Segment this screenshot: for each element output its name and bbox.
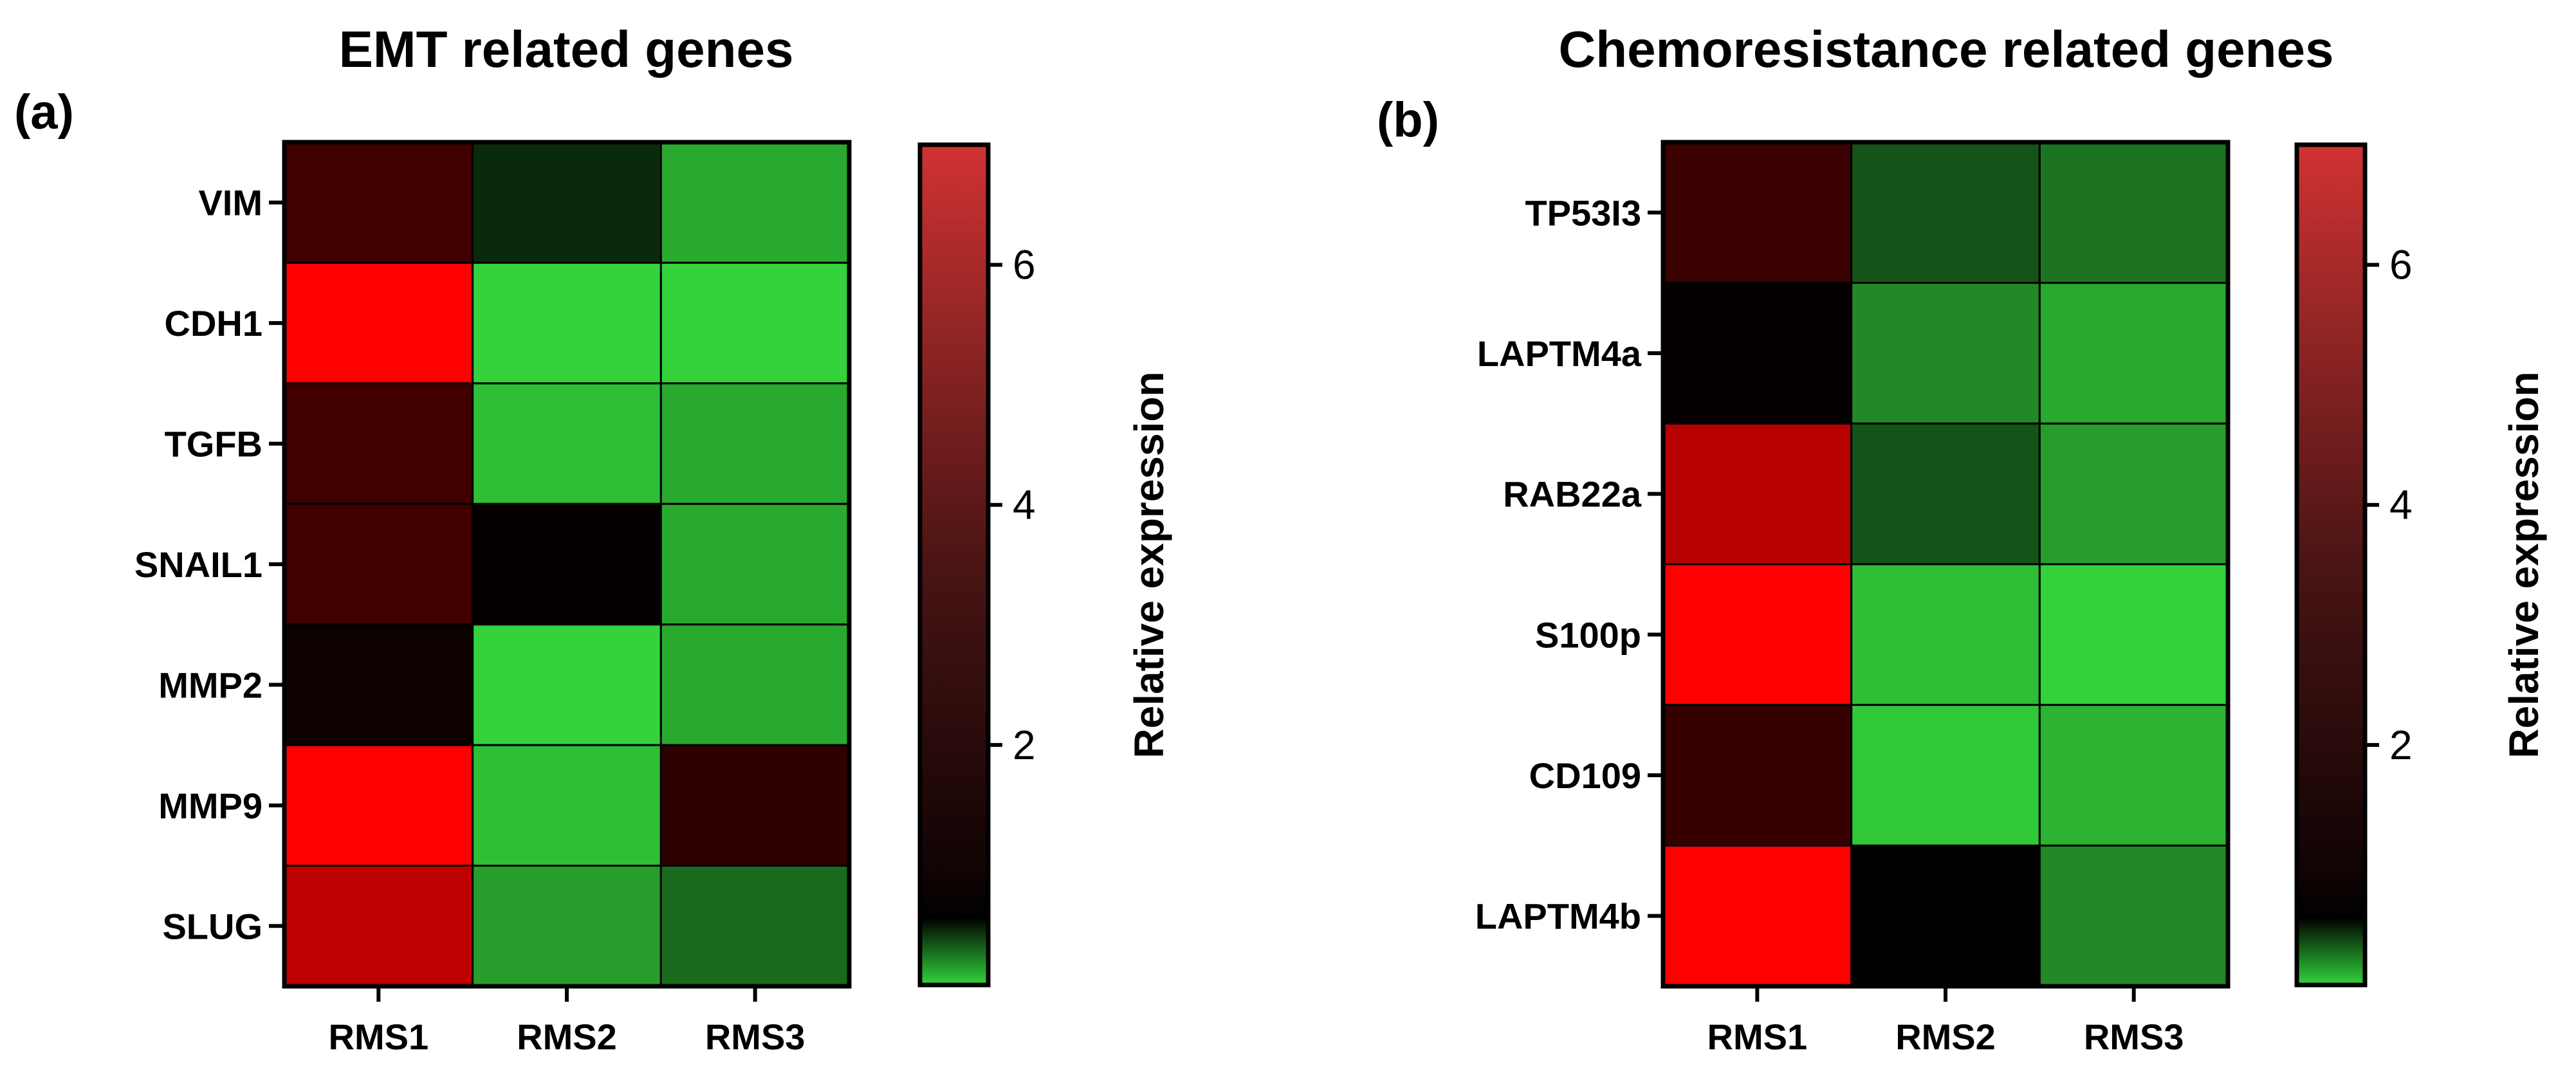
- colorbar-a: [920, 145, 988, 985]
- heatmap-cell: [283, 502, 474, 626]
- row-label: SLUG: [162, 906, 262, 946]
- panel-b-label: (b): [1377, 93, 1439, 147]
- heatmap-cell: [1662, 704, 1853, 847]
- heatmap-a-cells: [283, 141, 851, 988]
- colorbar-a-label: Relative expression: [1126, 371, 1172, 758]
- heatmap-cell: [283, 865, 474, 988]
- row-label: MMP2: [158, 665, 262, 705]
- heatmap-cell: [659, 502, 851, 626]
- heatmap-cell: [1850, 422, 2041, 566]
- heatmap-cell: [1850, 282, 2041, 425]
- colorbar-tick-label: 2: [2389, 722, 2413, 768]
- heatmap-cell: [472, 261, 662, 385]
- colorbar-b-label: Relative expression: [2501, 371, 2547, 758]
- col-label: RMS1: [1707, 1017, 1808, 1057]
- heatmap-cell: [659, 382, 851, 505]
- row-label: LAPTM4b: [1475, 896, 1641, 937]
- panel-b-title: Chemoresistance related genes: [1559, 21, 2334, 78]
- heatmap-cell: [283, 382, 474, 505]
- row-label: TGFB: [165, 424, 262, 465]
- colorbar-tick-label: 6: [1013, 242, 1036, 288]
- row-label: CDH1: [165, 303, 262, 344]
- colorbar-tick-label: 6: [2389, 242, 2413, 288]
- heatmap-cell: [472, 141, 662, 264]
- heatmap-cell: [1662, 282, 1853, 425]
- heatmap-cell: [659, 623, 851, 746]
- col-label: RMS3: [705, 1017, 805, 1057]
- heatmap-cell: [2038, 141, 2229, 284]
- heatmap-cell: [1662, 141, 1853, 284]
- heatmap-cell: [283, 141, 474, 264]
- heatmap-cell: [472, 865, 662, 988]
- heatmap-cell: [1850, 844, 2041, 988]
- panel-a-title: EMT related genes: [339, 21, 794, 78]
- row-label: RAB22a: [1503, 474, 1642, 515]
- heatmap-cell: [1662, 563, 1853, 706]
- heatmap-cell: [2038, 704, 2229, 847]
- heatmap-a-col-labels: RMS1 RMS2 RMS3: [329, 986, 805, 1057]
- heatmap-b-col-labels: RMS1 RMS2 RMS3: [1707, 986, 2184, 1057]
- heatmap-cell: [2038, 422, 2229, 566]
- colorbar-tick-label: 4: [1013, 482, 1036, 528]
- heatmap-cell: [2038, 282, 2229, 425]
- heatmap-cell: [1662, 844, 1853, 988]
- heatmap-cell: [283, 744, 474, 867]
- row-label: S100p: [1535, 614, 1641, 655]
- heatmap-cell: [1850, 141, 2041, 284]
- row-label: SNAIL1: [134, 544, 262, 585]
- heatmap-panel-a: (a) EMT related genes VIM CDH1 TGFB SNAIL1 M…: [14, 21, 1172, 1057]
- colorbar-a-ticks: 2 4 6: [988, 242, 1036, 768]
- row-label: TP53I3: [1525, 192, 1641, 233]
- heatmap-b-cells: [1662, 141, 2229, 988]
- panel-a-label: (a): [14, 85, 74, 140]
- row-label: LAPTM4a: [1477, 333, 1642, 374]
- heatmap-cell: [472, 382, 662, 505]
- heatmap-panel-b: (b) Chemoresistance related genes TP53I3…: [1377, 21, 2547, 1057]
- row-label: MMP9: [158, 786, 262, 826]
- row-label: VIM: [198, 183, 262, 223]
- heatmap-cell: [472, 502, 662, 626]
- heatmap-cell: [1850, 563, 2041, 706]
- col-label: RMS2: [1895, 1017, 1996, 1057]
- colorbar-b: [2297, 145, 2365, 985]
- colorbar-tick-label: 2: [1013, 722, 1036, 768]
- heatmap-a-row-labels: VIM CDH1 TGFB SNAIL1 MMP2 MMP9 SLUG: [134, 183, 284, 946]
- heatmap-cell: [472, 744, 662, 867]
- col-label: RMS3: [2084, 1017, 2184, 1057]
- col-label: RMS1: [329, 1017, 429, 1057]
- heatmap-cell: [283, 261, 474, 385]
- heatmap-cell: [283, 623, 474, 746]
- heatmap-cell: [2038, 563, 2229, 706]
- row-label: CD109: [1529, 755, 1641, 796]
- heatmap-cell: [472, 623, 662, 746]
- col-label: RMS2: [517, 1017, 617, 1057]
- heatmap-cell: [659, 141, 851, 264]
- heatmap-cell: [659, 744, 851, 867]
- heatmap-cell: [659, 865, 851, 988]
- colorbar-tick-label: 4: [2389, 482, 2413, 528]
- colorbar-b-ticks: 2 4 6: [2365, 242, 2413, 768]
- heatmap-cell: [1662, 422, 1853, 566]
- heatmap-b-row-labels: TP53I3 LAPTM4a RAB22a S100p CD109 LAPTM4b: [1475, 192, 1663, 937]
- heatmap-cell: [659, 261, 851, 385]
- heatmap-cell: [2038, 844, 2229, 988]
- heatmap-cell: [1850, 704, 2041, 847]
- colorbar-a-frame: [917, 142, 991, 988]
- colorbar-b-frame: [2294, 142, 2368, 988]
